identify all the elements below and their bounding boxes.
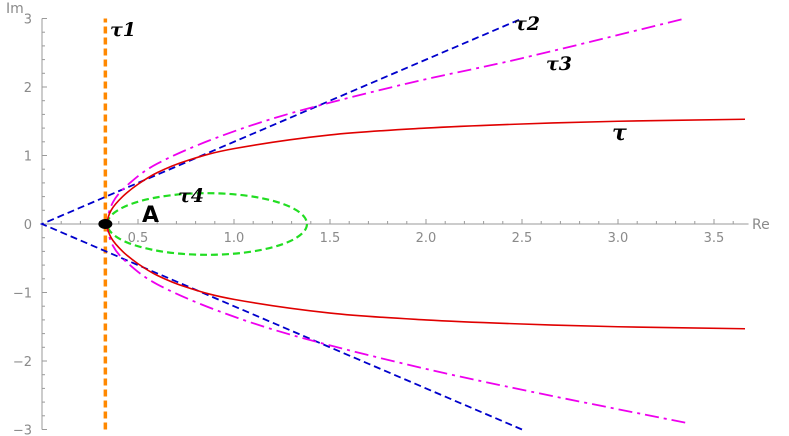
curve-tau2 — [40, 17, 523, 431]
y-tick-label: −1 — [13, 287, 32, 302]
y-tick-label: −3 — [13, 424, 32, 436]
curve-label-tau1: τ1 — [110, 19, 136, 41]
curve-label-tau3: τ3 — [546, 53, 572, 75]
curve-label-tau4: τ4 — [178, 185, 204, 207]
point-label-a: A — [142, 203, 159, 228]
curve-tau3 — [106, 17, 686, 424]
x-axis-label: Re — [752, 217, 770, 233]
curve-label-tau: τ — [612, 120, 627, 146]
x-tick-label: 0.5 — [128, 231, 149, 246]
x-tick-label: 2.5 — [512, 231, 533, 246]
curve-label-tau-text: τ — [612, 120, 627, 146]
curve-labels: τ1 τ2 τ3 τ τ4 A — [110, 13, 627, 228]
y-axis-label: Im — [6, 1, 24, 17]
point-a-marker — [98, 219, 113, 229]
y-tick-label: −2 — [13, 355, 32, 370]
x-tick-label: 3.0 — [608, 231, 629, 246]
curve-tau4 — [106, 192, 309, 256]
curve-label-tau2: τ2 — [514, 13, 540, 35]
ticks: 0.5 1.0 1.5 2.0 2.5 3.0 3.5 −3 −2 −1 0 1 2 3 — [13, 13, 734, 436]
curve-label-tau2-text: τ2 — [514, 13, 540, 35]
x-tick-label: 2.0 — [416, 231, 437, 246]
curve-label-tau4-text: τ4 — [178, 185, 204, 207]
x-tick-label: 3.5 — [704, 231, 725, 246]
curve-label-tau1-text: τ1 — [110, 19, 136, 41]
curve-label-tau3-text: τ3 — [546, 53, 572, 75]
y-tick-label: 0 — [24, 218, 32, 233]
y-tick-label: 2 — [24, 81, 32, 96]
x-tick-label: 1.5 — [320, 231, 341, 246]
y-tick-label: 3 — [24, 13, 32, 28]
x-tick-label: 1.0 — [224, 231, 245, 246]
y-tick-label: 1 — [24, 150, 32, 165]
